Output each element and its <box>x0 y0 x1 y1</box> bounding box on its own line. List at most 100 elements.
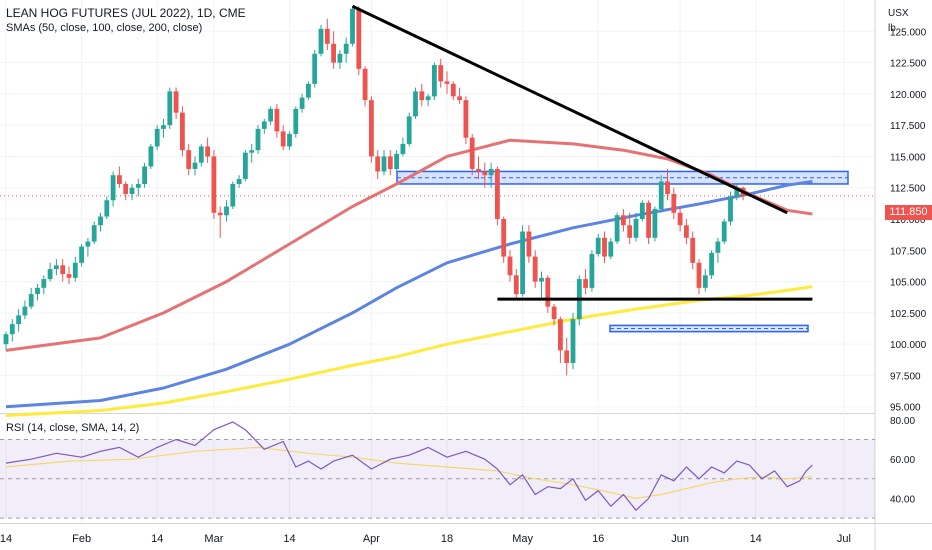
candle-up <box>224 206 229 216</box>
candle-down <box>419 91 425 101</box>
candle-up <box>381 156 387 172</box>
price-tick-label: 95.000 <box>890 403 921 414</box>
candle-up <box>639 202 645 220</box>
sma200-line <box>5 285 813 417</box>
rsi-line <box>5 421 813 511</box>
candle-up <box>413 91 418 117</box>
time-tick-label: Feb <box>72 533 91 545</box>
candle-down <box>476 168 481 172</box>
candle-down <box>583 279 588 288</box>
time-tick-label: 14 <box>151 533 163 545</box>
candle-up <box>614 215 620 242</box>
candle-up <box>28 294 34 307</box>
candle-up <box>54 265 59 270</box>
candle-up <box>154 128 160 147</box>
price-tick-label: 125.000 <box>890 27 927 38</box>
price-tick-label: 107.500 <box>890 246 927 257</box>
candle-up <box>595 237 601 255</box>
candle-up <box>22 306 28 316</box>
candle-up <box>539 277 544 282</box>
candle-up <box>394 153 399 169</box>
candle-up <box>255 128 261 151</box>
candle-down <box>217 212 223 216</box>
candle-up <box>142 166 147 184</box>
candle-down <box>438 65 444 82</box>
candle-down <box>331 43 336 63</box>
time-tick-label: Jun <box>671 533 689 545</box>
time-tick-label: 18 <box>441 533 453 545</box>
candle-down <box>646 202 651 238</box>
price-tick-label: 97.500 <box>890 371 921 382</box>
price-tick-label: 120.000 <box>890 90 927 101</box>
candle-down <box>621 215 626 226</box>
candle-down <box>280 131 286 147</box>
candle-down <box>375 156 381 172</box>
candle-up <box>104 200 110 217</box>
candle-up <box>98 216 103 226</box>
candle-up <box>488 168 494 176</box>
candle-up <box>293 108 299 134</box>
candle-up <box>306 83 311 98</box>
candle-up <box>709 252 714 276</box>
candle-up <box>110 175 116 201</box>
candle-up <box>249 150 255 153</box>
candle-up <box>299 97 305 109</box>
candle-down <box>696 262 702 288</box>
candle-up <box>425 96 431 101</box>
sma100-line <box>5 180 813 409</box>
candle-up <box>35 287 40 295</box>
candle-down <box>274 108 280 132</box>
candle-down <box>324 28 330 44</box>
candle-up <box>16 315 21 325</box>
time-tick-label: Jul <box>837 533 851 545</box>
candle-up <box>608 241 614 257</box>
current-price-label: 111.850 <box>885 205 932 220</box>
candle-down <box>526 231 532 257</box>
candle-down <box>495 168 500 220</box>
candle-up <box>3 334 9 345</box>
candle-down <box>173 91 179 113</box>
candle-up <box>658 181 664 210</box>
candle-up <box>72 262 78 278</box>
candle-up <box>268 108 273 122</box>
candle-down <box>211 156 217 213</box>
time-tick-label: 14 <box>750 533 762 545</box>
candle-up <box>287 133 292 147</box>
candle-up <box>148 146 154 167</box>
candle-down <box>671 193 677 213</box>
candle-up <box>400 143 406 154</box>
price-tick-label: 112.500 <box>890 184 926 195</box>
candle-down <box>513 275 519 295</box>
candle-up <box>343 43 349 54</box>
candle-up <box>85 241 91 247</box>
chart-title: LEAN HOG FUTURES (JUL 2022), 1D, CME <box>6 6 246 20</box>
unit-label: lb <box>888 23 896 34</box>
time-tick-label: Apr <box>363 533 380 545</box>
candle-up <box>161 125 166 129</box>
time-tick-label: 14 <box>283 533 295 545</box>
rsi-tick-label: 60.00 <box>890 455 915 466</box>
candle-up <box>243 152 248 179</box>
candle-down <box>677 212 683 226</box>
candle-down <box>690 237 696 263</box>
price-tick-label: 115.000 <box>890 152 926 163</box>
candle-up <box>192 162 198 169</box>
candle-up <box>236 178 242 184</box>
candle-down <box>532 256 538 282</box>
candle-down <box>123 183 129 194</box>
candle-up <box>570 319 576 363</box>
candle-up <box>734 187 740 197</box>
candle-down <box>665 181 670 194</box>
candle-up <box>129 187 135 194</box>
price-tick-label: 110.000 <box>890 215 926 226</box>
candle-up <box>721 221 727 242</box>
candle-up <box>589 254 595 288</box>
candle-down <box>507 256 513 276</box>
candle-up <box>91 225 97 242</box>
currency-label: USX <box>888 8 909 19</box>
candle-down <box>186 150 192 169</box>
candle-up <box>261 121 267 129</box>
price-tick-label: 105.000 <box>890 278 927 289</box>
candle-up <box>198 146 204 163</box>
